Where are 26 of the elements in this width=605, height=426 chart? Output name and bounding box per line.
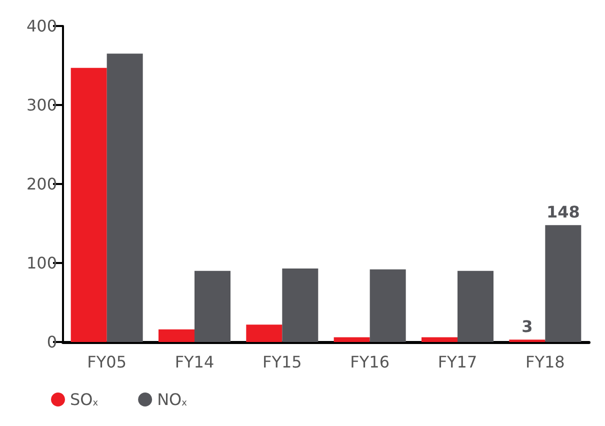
x-tick-label: FY14 — [174, 352, 214, 372]
x-tick-label: FY15 — [262, 352, 302, 372]
bar — [246, 324, 282, 342]
bar — [282, 268, 318, 342]
x-tick-label: FY18 — [525, 352, 565, 372]
x-tick-label: FY05 — [87, 352, 127, 372]
legend-label: NOx — [157, 390, 188, 409]
bar — [422, 337, 458, 342]
data-label: 3 — [522, 317, 533, 336]
y-tick-label: 200 — [26, 174, 57, 194]
bar — [370, 269, 406, 342]
y-tick-label: 100 — [26, 254, 57, 272]
y-tick-label: 400 — [26, 16, 57, 36]
bar — [70, 68, 107, 342]
bar — [458, 270, 494, 342]
y-tick-label: 0 — [46, 332, 57, 352]
bar — [158, 329, 194, 342]
x-tick-label: FY16 — [350, 352, 390, 372]
bar — [194, 270, 230, 342]
y-tick-label: 300 — [26, 96, 57, 114]
bar — [545, 225, 582, 342]
bar — [334, 337, 370, 342]
bar — [106, 54, 143, 342]
x-tick-label: FY17 — [438, 352, 478, 372]
data-label: 148 — [546, 202, 580, 222]
legend-label: SOx — [70, 390, 99, 409]
